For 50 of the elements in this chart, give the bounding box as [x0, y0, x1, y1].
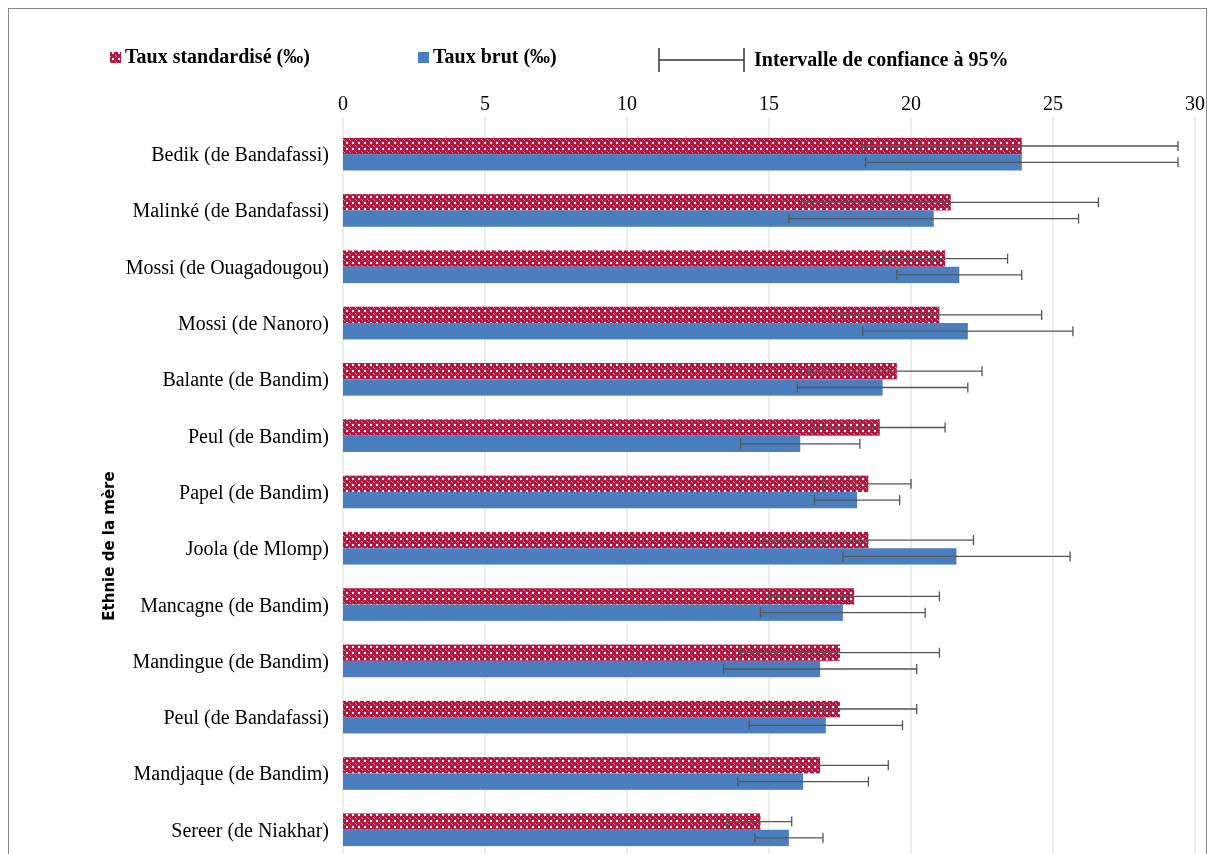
y-tick-label: Peul (de Bandim) [187, 424, 329, 448]
text: Intervalle de confiance à 95% [754, 48, 1009, 70]
y-tick-label: Balante (de Bandim) [162, 368, 329, 392]
y-tick-label: Joola (de Mlomp) [185, 537, 329, 561]
bar [343, 419, 880, 436]
y-axis-title: Ethnie de la mère [100, 471, 118, 621]
bar [343, 531, 869, 549]
x-tick-label: 30 [1185, 92, 1205, 114]
bar [343, 250, 946, 267]
y-tick-label: Mossi (de Nanoro) [177, 312, 329, 336]
bar [343, 660, 821, 678]
x-tick-label: 5 [480, 92, 490, 114]
y-tick-label: Mandingue (de Bandim) [132, 649, 329, 673]
y-tick-label: Peul (de Bandafassi) [163, 706, 329, 730]
y-tick-label: Mossi (de Ouagadougou) [125, 255, 329, 279]
x-tick-label: 10 [617, 92, 637, 114]
bar [343, 306, 940, 324]
bar [343, 813, 761, 830]
x-tick-label: 20 [901, 92, 921, 114]
x-tick-label: 0 [338, 92, 348, 114]
bar [343, 435, 801, 452]
x-tick-label: 25 [1043, 92, 1063, 114]
bar [343, 266, 960, 284]
bar [343, 829, 789, 847]
legend-label: Taux brut (‰) [433, 45, 557, 68]
bar [343, 757, 821, 774]
bar [343, 154, 1022, 171]
x-tick-label: 15 [759, 92, 779, 114]
bar [343, 773, 804, 790]
bar [343, 323, 968, 340]
bar [343, 717, 826, 734]
bar [343, 137, 1022, 155]
y-tick-label: Mancagne (de Bandim) [140, 593, 329, 617]
y-tick-label: Papel (de Bandim) [179, 480, 329, 504]
y-tick-label: Sereer (de Niakhar) [171, 818, 329, 842]
bar [343, 604, 843, 621]
bar [343, 194, 951, 211]
legend-label: Taux standardisé (‰) [125, 45, 310, 68]
bar [343, 548, 957, 565]
y-tick-label: Malinké (de Bandafassi) [132, 199, 329, 223]
y-tick-label: Mandjaque (de Bandim) [133, 762, 329, 786]
bar [343, 588, 855, 605]
bar [343, 644, 840, 661]
bar [343, 363, 897, 380]
bar [343, 700, 840, 718]
bar [343, 475, 869, 492]
bar [343, 379, 883, 396]
y-tick-label: Bedik (de Bandafassi) [151, 143, 329, 167]
bar [343, 210, 934, 227]
bar [343, 491, 858, 509]
